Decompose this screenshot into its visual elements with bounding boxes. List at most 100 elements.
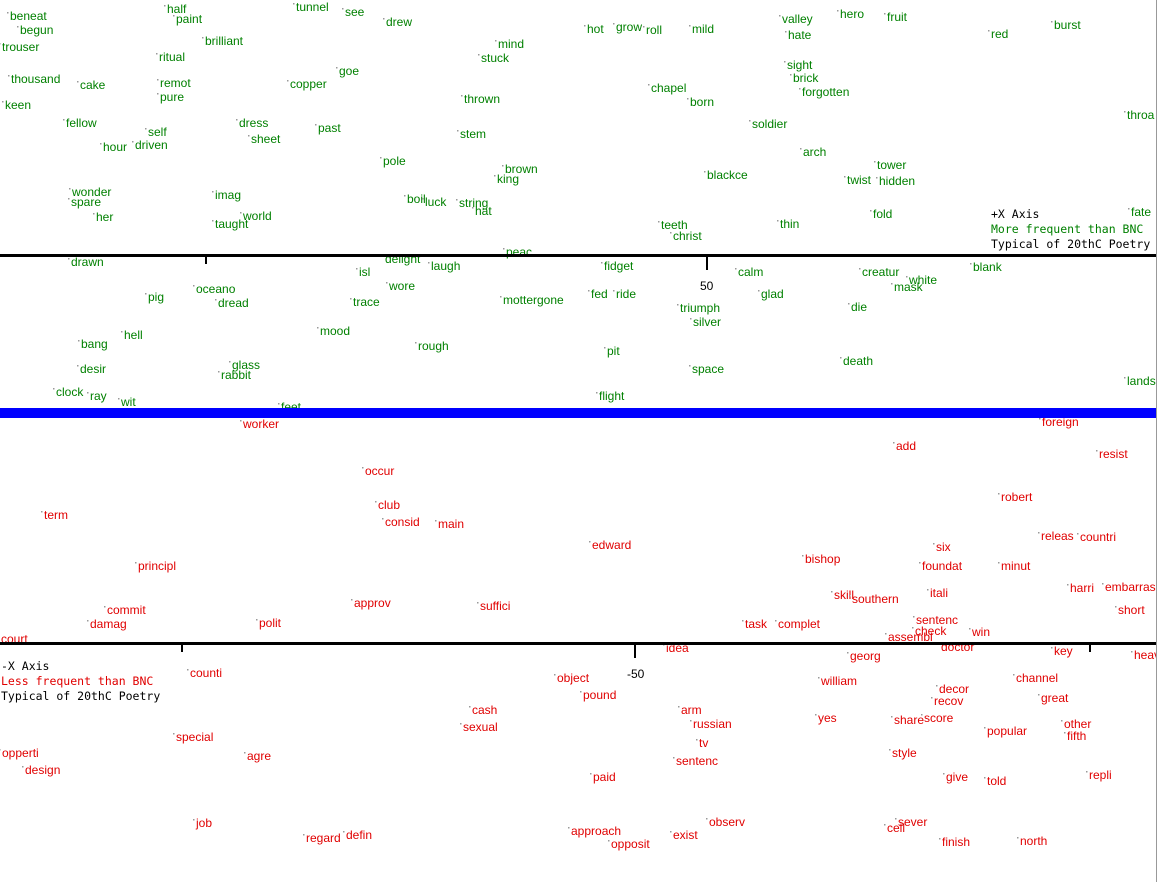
- more-frequent-word-label: bang: [81, 337, 108, 351]
- less-frequent-word-label: job: [195, 816, 212, 830]
- more-frequent-word-label: ritual: [159, 50, 185, 64]
- more-frequent-word-label: see: [345, 5, 365, 19]
- more-frequent-word-label: spare: [71, 195, 101, 209]
- more-frequent-point-marker: [342, 8, 344, 10]
- more-frequent-point-marker: [156, 53, 158, 55]
- less-frequent-word-label: sentenc: [916, 613, 958, 627]
- more-frequent-word-label: paint: [176, 12, 203, 26]
- more-frequent-point-marker: [336, 67, 338, 69]
- more-frequent-word-label: sheet: [251, 132, 281, 146]
- more-frequent-word-label: die: [851, 300, 867, 314]
- more-frequent-point-marker: [1128, 208, 1130, 210]
- less-frequent-point-marker: [1115, 606, 1117, 608]
- less-frequent-word-label: check: [915, 624, 947, 638]
- more-frequent-point-marker: [799, 88, 801, 90]
- more-frequent-word-label: trace: [353, 295, 380, 309]
- more-frequent-point-marker: [87, 392, 89, 394]
- more-frequent-word-label: fruit: [887, 10, 908, 24]
- less-frequent-word-label: add: [896, 439, 916, 453]
- less-frequent-word-label: countri: [1080, 530, 1116, 544]
- more-frequent-word-label: fed: [591, 287, 608, 301]
- more-frequent-point-marker: [604, 347, 606, 349]
- less-frequent-word-label: georg: [850, 649, 881, 663]
- less-frequent-point-marker: [193, 819, 195, 821]
- more-frequent-point-marker: [837, 10, 839, 12]
- more-frequent-point-marker: [193, 285, 195, 287]
- more-frequent-point-marker: [970, 263, 972, 265]
- more-frequent-point-marker: [229, 361, 231, 363]
- less-frequent-word-label: foundat: [922, 559, 963, 573]
- more-frequent-word-label: wonder: [71, 185, 111, 199]
- more-frequent-point-marker: [906, 276, 908, 278]
- more-frequent-point-marker: [735, 268, 737, 270]
- more-frequent-point-marker: [779, 15, 781, 17]
- more-frequent-word-label: teeth: [661, 218, 688, 232]
- less-frequent-point-marker: [670, 831, 672, 833]
- less-frequent-point-marker: [1077, 533, 1079, 535]
- more-frequent-point-marker: [494, 175, 496, 177]
- more-frequent-word-label: brown: [505, 162, 538, 176]
- less-frequent-point-marker: [893, 442, 895, 444]
- more-frequent-word-label: forgotten: [802, 85, 849, 99]
- more-frequent-word-label: soldier: [752, 117, 787, 131]
- more-frequent-point-marker: [157, 79, 159, 81]
- less-frequent-point-marker: [375, 501, 377, 503]
- more-frequent-word-label: silver: [693, 315, 721, 329]
- less-frequent-word-label: object: [557, 671, 590, 685]
- less-frequent-word-label: arm: [681, 703, 702, 717]
- more-frequent-point-marker: [689, 365, 691, 367]
- less-frequent-point-marker: [1061, 720, 1063, 722]
- less-frequent-word-label: told: [987, 774, 1006, 788]
- less-frequent-point-marker: [1064, 732, 1066, 734]
- more-frequent-word-label: fellow: [66, 116, 97, 130]
- less-frequent-word-label: assembl: [888, 630, 933, 644]
- more-frequent-word-label: string: [459, 196, 488, 210]
- more-frequent-point-marker: [278, 403, 280, 405]
- less-frequent-point-marker: [690, 720, 692, 722]
- more-frequent-word-label: hot: [587, 22, 604, 36]
- less-frequent-word-label: skill: [834, 588, 854, 602]
- less-frequent-point-marker: [933, 543, 935, 545]
- more-frequent-word-label: calm: [738, 265, 763, 279]
- less-frequent-point-marker: [477, 602, 479, 604]
- less-frequent-word-label: occur: [365, 464, 394, 478]
- more-frequent-point-marker: [596, 392, 598, 394]
- more-frequent-point-marker: [749, 120, 751, 122]
- more-frequent-word-label: hat: [475, 204, 492, 218]
- less-frequent-point-marker: [343, 831, 345, 833]
- less-frequent-word-label: special: [176, 730, 213, 744]
- less-frequent-point-marker: [696, 739, 698, 741]
- more-frequent-point-marker: [317, 327, 319, 329]
- more-frequent-word-label: remot: [160, 76, 191, 90]
- more-frequent-word-label: dress: [239, 116, 268, 130]
- less-frequent-word-label: six: [936, 540, 951, 554]
- more-frequent-point-marker: [461, 95, 463, 97]
- more-frequent-point-marker: [356, 268, 358, 270]
- less-frequent-word-label: bishop: [805, 552, 841, 566]
- more-frequent-word-label: mild: [692, 22, 714, 36]
- more-frequent-word-label: drawn: [71, 255, 104, 269]
- less-frequent-point-marker: [936, 685, 938, 687]
- more-frequent-word-label: triumph: [680, 301, 720, 315]
- more-frequent-word-label: creatur: [862, 265, 899, 279]
- more-frequent-point-marker: [145, 293, 147, 295]
- more-frequent-point-marker: [478, 54, 480, 56]
- more-frequent-word-label: hidden: [879, 174, 915, 188]
- more-frequent-word-label: stuck: [481, 51, 510, 65]
- more-frequent-word-label: luck: [425, 195, 447, 209]
- less-frequent-word-label: sexual: [463, 720, 498, 734]
- more-frequent-word-label: rough: [418, 339, 449, 353]
- less-frequent-point-marker: [969, 628, 971, 630]
- less-frequent-point-marker: [849, 595, 851, 597]
- less-frequent-point-marker: [998, 493, 1000, 495]
- less-frequent-word-label: exist: [673, 828, 698, 842]
- more-frequent-word-label: roll: [646, 23, 662, 37]
- less-frequent-word-label: main: [438, 517, 464, 531]
- more-frequent-point-marker: [777, 220, 779, 222]
- more-frequent-word-label: cake: [80, 78, 106, 92]
- less-frequent-point-marker: [885, 633, 887, 635]
- more-frequent-word-label: christ: [673, 229, 702, 243]
- more-frequent-word-label: thrown: [464, 92, 500, 106]
- more-frequent-word-label: white: [908, 273, 937, 287]
